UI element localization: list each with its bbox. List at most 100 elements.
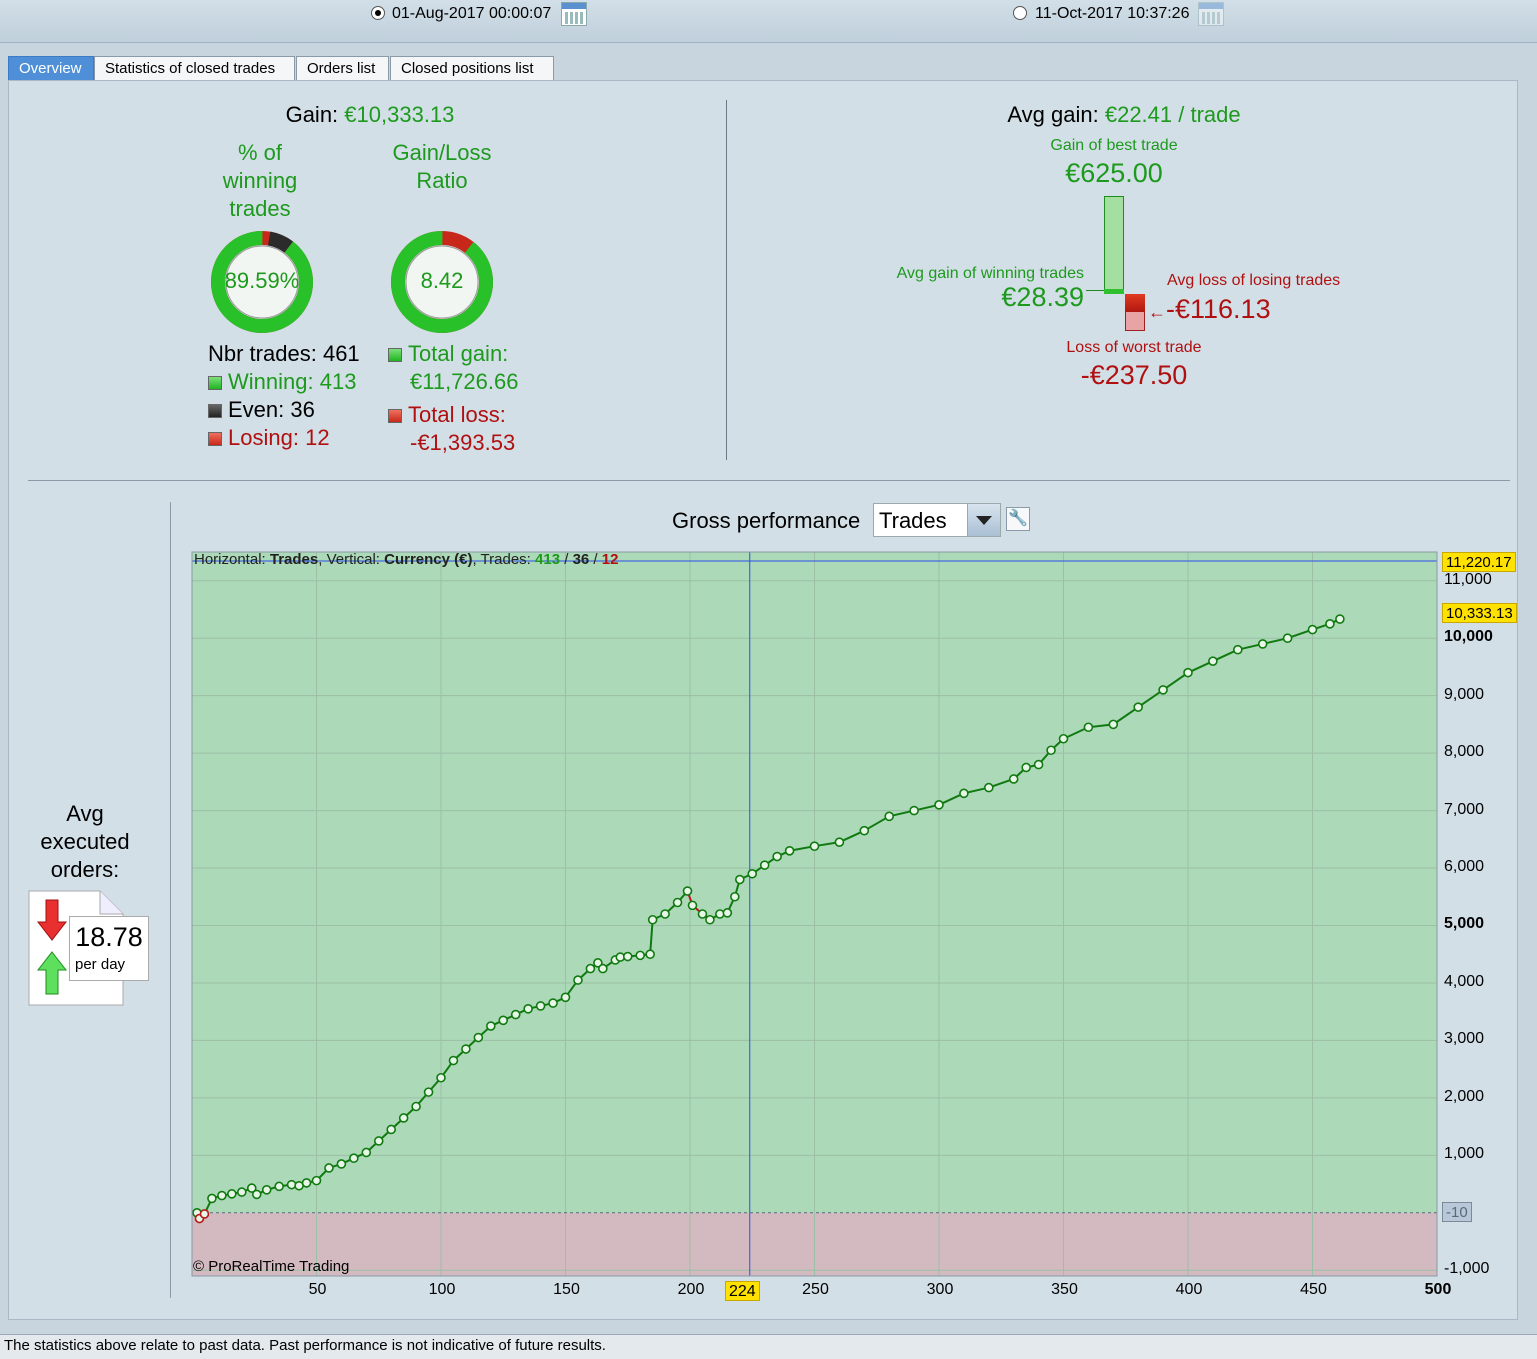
line-segment <box>649 919 654 955</box>
trade-point <box>909 805 919 816</box>
trade-point <box>398 1113 409 1123</box>
trade-point <box>585 963 596 974</box>
trade-point <box>436 1072 446 1083</box>
trade-point <box>598 963 608 974</box>
avg-orders-title-line: executed <box>40 829 130 854</box>
trade-markers <box>192 614 1345 1224</box>
trade-point <box>1325 619 1335 629</box>
chevron-down-icon[interactable] <box>967 504 1000 536</box>
trade-point <box>1058 733 1069 744</box>
info-even-count: 36 <box>572 551 590 568</box>
status-bar: The statistics above relate to past data… <box>0 1334 1537 1359</box>
trade-point <box>1033 759 1044 770</box>
tab-statistics-closed-trades[interactable]: Statistics of closed trades <box>94 56 295 80</box>
x-tick-label: 200 <box>677 1281 705 1298</box>
date-range-bar <box>0 0 1537 43</box>
trade-point <box>1257 639 1268 649</box>
trade-point <box>1183 667 1193 678</box>
avg-loss-bar <box>1125 294 1145 312</box>
trade-point <box>859 825 870 836</box>
trade-point <box>809 841 820 851</box>
gross-performance-chart[interactable] <box>0 0 1537 1330</box>
start-date-radio[interactable] <box>371 6 385 20</box>
even-label: Even: <box>228 397 285 422</box>
calendar-icon[interactable] <box>561 2 587 26</box>
winning-legend-swatch <box>208 376 222 390</box>
trade-point <box>983 782 994 793</box>
avg-orders-box <box>69 916 149 981</box>
left-arrow-icon: ← <box>1148 302 1166 322</box>
nbr-trades-value: 461 <box>322 341 360 366</box>
avg-gain-label: Avg gain: <box>1007 102 1099 127</box>
tab-overview[interactable]: Overview <box>8 56 94 80</box>
trade-point <box>548 998 558 1008</box>
avg-loss-value: -€116.13 <box>1166 294 1271 324</box>
tab-label: Statistics of closed trades <box>105 60 276 77</box>
line-segment <box>1162 671 1189 691</box>
total-gain-value: €11,726.66 <box>410 369 519 394</box>
trade-point <box>1208 656 1218 666</box>
pct-winning-title-line: % of <box>237 140 283 165</box>
trade-point <box>682 886 693 896</box>
trade-point <box>1046 745 1056 756</box>
y-tick-label: -1,000 <box>1444 1260 1490 1278</box>
wrench-icon[interactable]: 🔧 <box>1006 507 1030 531</box>
trade-point <box>251 1189 262 1200</box>
gain-summary: Gain: €10,333.13 <box>230 102 510 128</box>
total-gain-label: Total gain: <box>408 341 509 366</box>
trade-point <box>311 1175 322 1186</box>
crosshair-y-tag: 11,220.17 <box>1442 552 1516 572</box>
trade-point <box>498 1015 509 1026</box>
calendar-icon[interactable] <box>1198 2 1224 26</box>
chart-mode-dropdown[interactable]: Trades <box>873 503 1001 537</box>
x-tick-label: 300 <box>926 1281 954 1298</box>
tab-orders-list[interactable]: Orders list <box>296 56 389 80</box>
y-tick-label: 1,000 <box>1444 1145 1485 1163</box>
trade-point <box>1158 685 1168 695</box>
worst-trade-value: -€237.50 <box>1080 360 1188 390</box>
trade-point <box>301 1178 312 1188</box>
totals: Total gain: €11,726.66 Total loss: -€1,3… <box>388 340 518 457</box>
trade-point <box>523 1004 533 1014</box>
total-gain-swatch <box>388 348 402 362</box>
x-tick-label: 150 <box>553 1281 580 1298</box>
best-trade-label: Gain of best trade <box>1050 137 1178 154</box>
info-lose-count: 12 <box>601 551 619 568</box>
total-gain: Total gain: <box>388 340 518 368</box>
trade-point <box>747 868 758 879</box>
trade-point <box>722 908 733 918</box>
trade-point <box>1233 644 1243 655</box>
tab-label: Overview <box>19 60 82 77</box>
trade-point <box>660 909 670 919</box>
chart-info-line: Horizontal: Trades, Vertical: Currency (… <box>194 551 618 568</box>
last-value-tag: 10,333.13 <box>1442 603 1517 623</box>
trade-point <box>730 891 740 902</box>
winning-label: Winning: <box>228 369 314 394</box>
end-date-radio[interactable] <box>1013 6 1027 20</box>
trade-point <box>715 909 725 919</box>
info-mid: , Vertical: <box>318 551 380 568</box>
gain-loss-ratio-value: 8.42 <box>420 268 464 293</box>
tab-closed-positions-list[interactable]: Closed positions list <box>390 56 554 80</box>
trade-point <box>246 1183 257 1193</box>
trade-point <box>734 874 745 885</box>
zero-line-tag: -10 <box>1442 1202 1472 1222</box>
trade-point <box>199 1209 210 1219</box>
y-tick-label: 2,000 <box>1444 1087 1485 1105</box>
trade-point <box>1021 762 1031 773</box>
trade-point <box>386 1124 397 1135</box>
x-tick-label: 500 <box>1424 1281 1452 1298</box>
gain-loss-ratio-donut <box>391 230 493 333</box>
trade-point <box>697 909 708 919</box>
start-date-text: 01-Aug-2017 00:00:07 <box>392 5 552 22</box>
trade-point <box>834 837 845 847</box>
trade-point <box>1008 774 1019 784</box>
avg-orders-unit: per day <box>75 956 126 973</box>
winning-value: 413 <box>319 369 357 394</box>
trade-point <box>645 949 655 960</box>
left-column-divider <box>170 502 171 1298</box>
chart-grid <box>192 552 1438 1276</box>
trade-point <box>959 788 969 799</box>
trade-point <box>274 1181 284 1192</box>
trade-point <box>535 1001 546 1011</box>
